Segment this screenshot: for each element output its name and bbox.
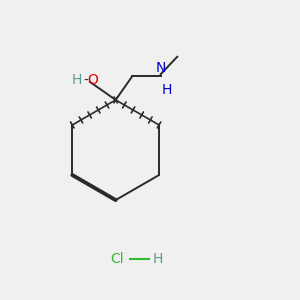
Text: H: H — [162, 83, 172, 97]
Text: Cl: Cl — [111, 252, 124, 266]
Text: O: O — [87, 74, 98, 87]
Text: H: H — [72, 74, 82, 87]
Text: -: - — [83, 74, 88, 87]
Text: H: H — [153, 252, 163, 266]
Text: N: N — [155, 61, 166, 75]
